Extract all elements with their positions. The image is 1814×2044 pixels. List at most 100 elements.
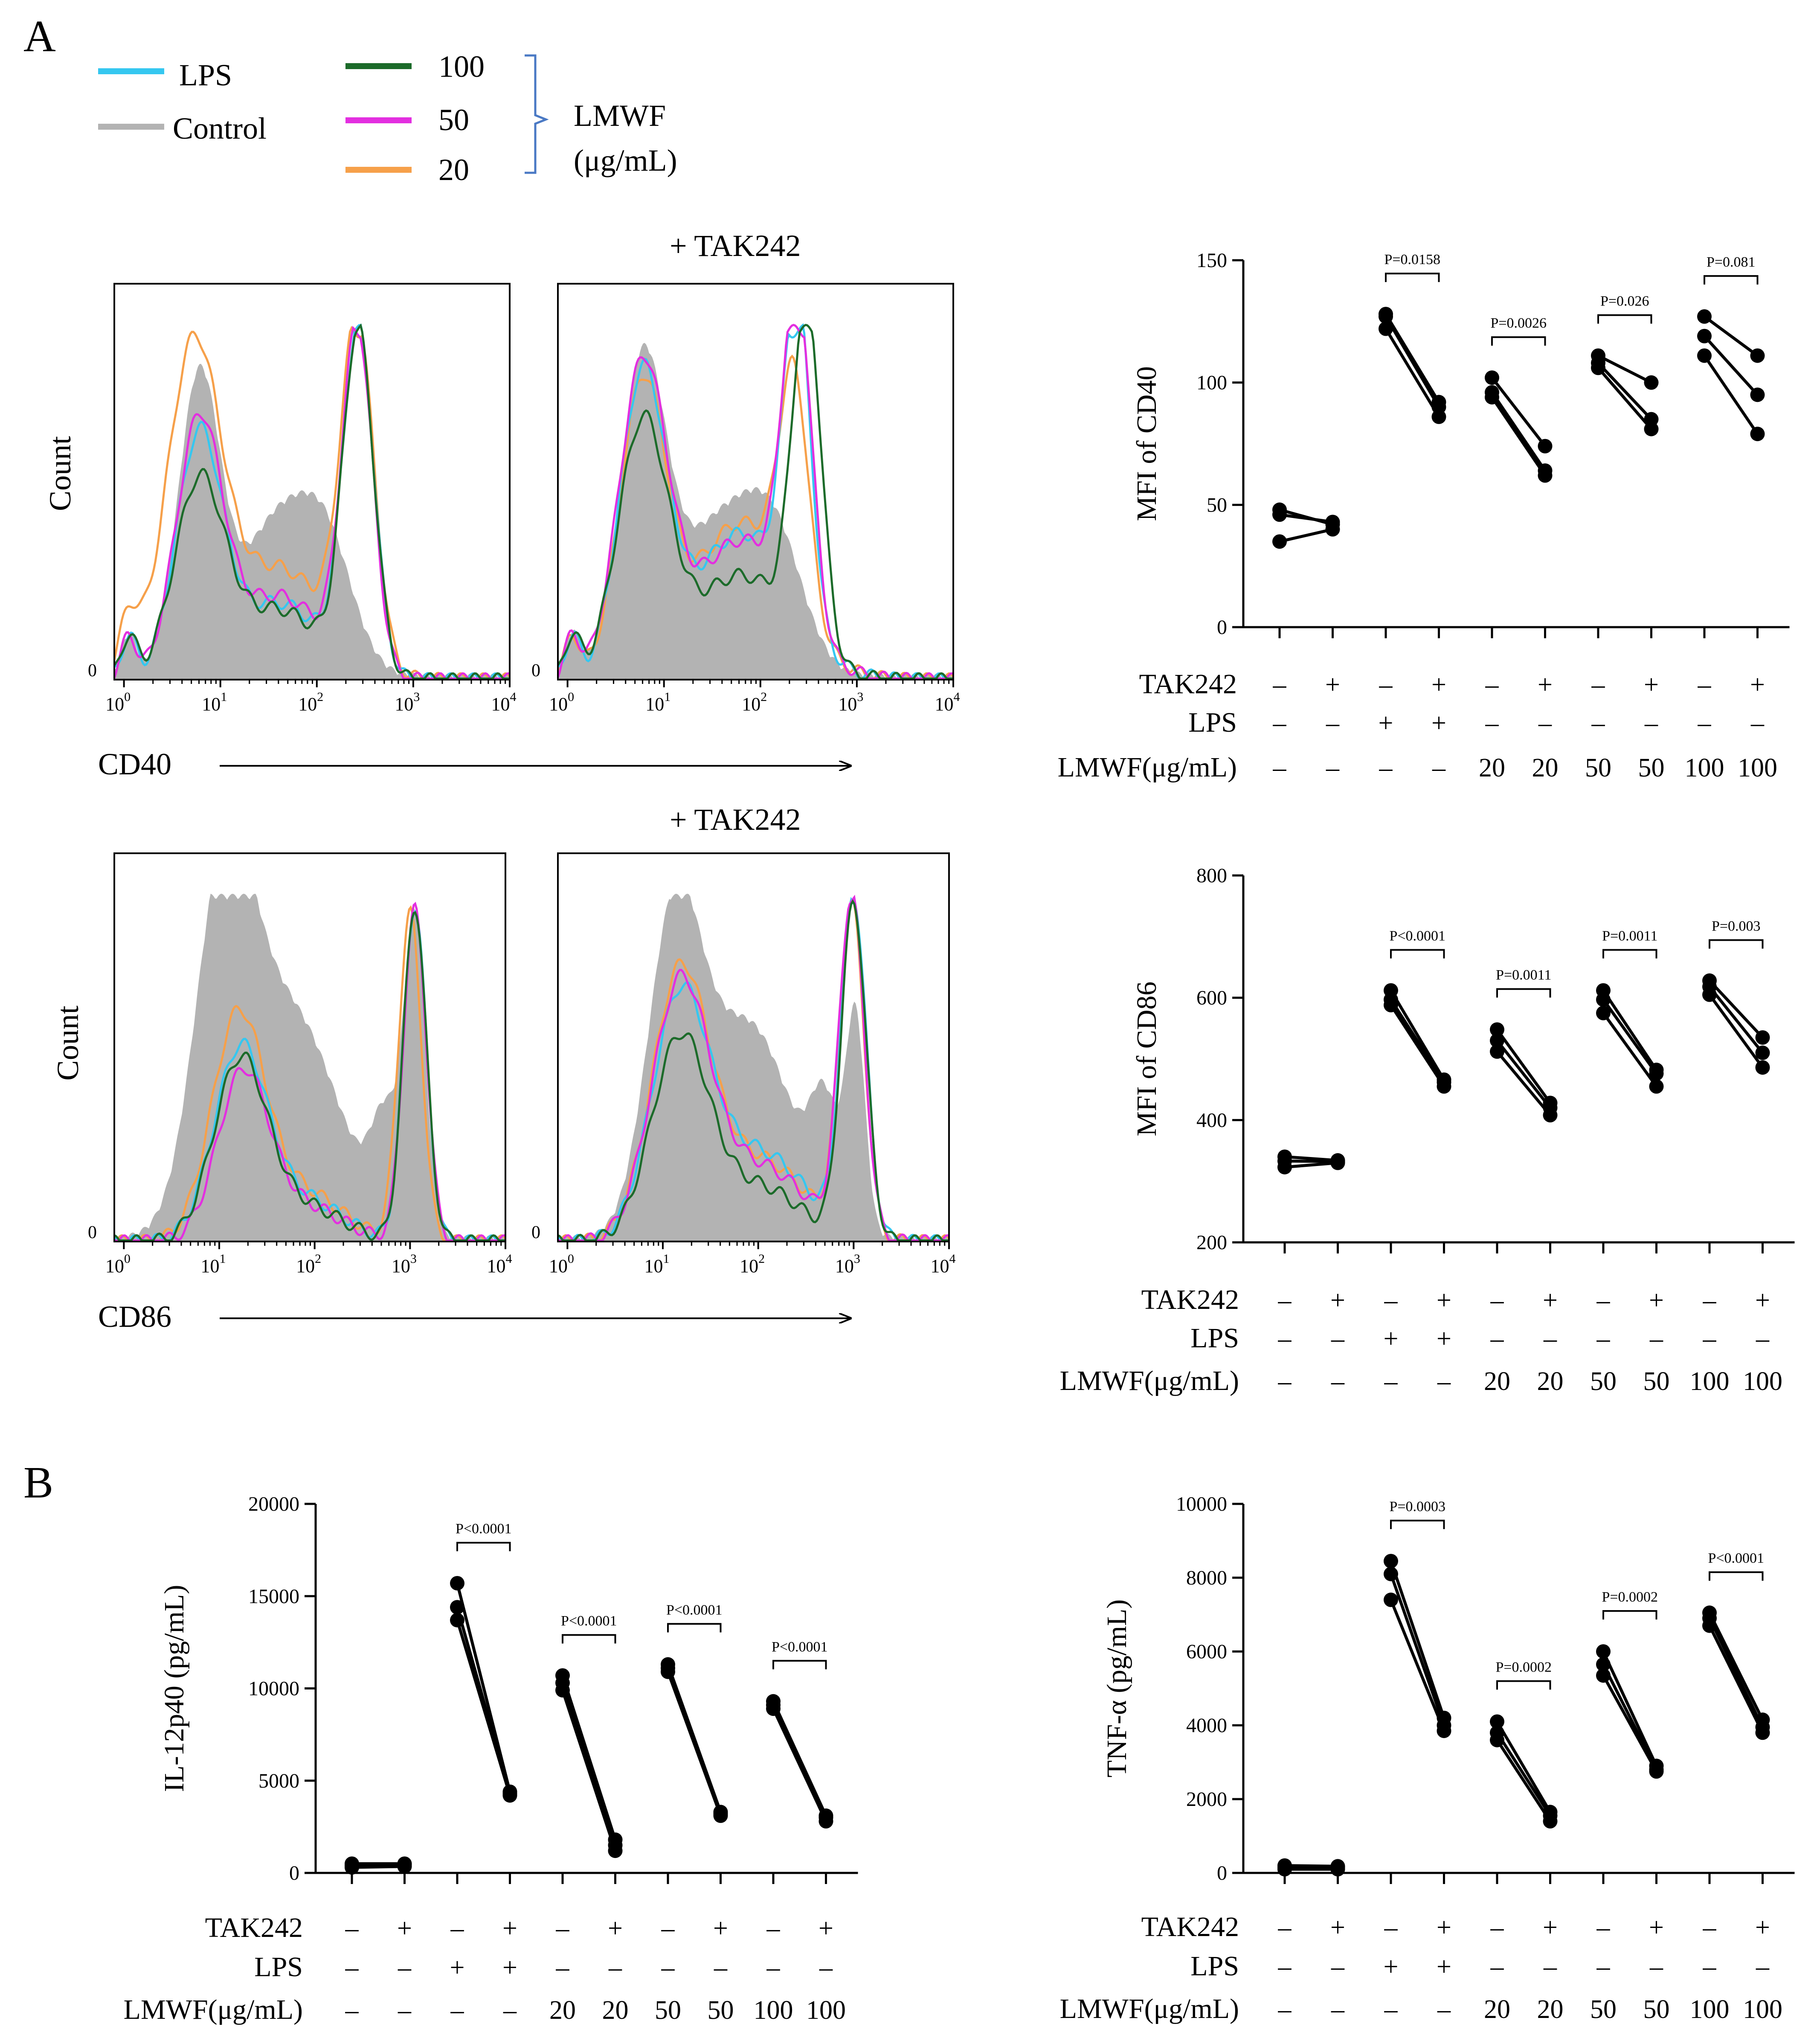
condition-row-label: LPS [254, 1951, 303, 1983]
condition-cell: – [819, 1953, 833, 1982]
chart-mfi-cd40: 0 50 100 150 MFI of CD40 P=0.0158 P=0.0026 P=0.… [1058, 249, 1790, 783]
data-point [1384, 983, 1398, 998]
condition-cell: – [1490, 1952, 1504, 1981]
histogram-tick-label: 101 [202, 690, 227, 715]
pair-line [1708, 980, 1764, 1039]
pair-line [1389, 989, 1445, 1081]
condition-cell: – [345, 1953, 359, 1982]
condition-cell: – [1485, 709, 1499, 738]
data-point [1330, 1859, 1345, 1874]
pair-line [1602, 1663, 1658, 1771]
legend-label-control: Control [173, 111, 267, 145]
histogram-tick-label: 103 [392, 1252, 417, 1276]
condition-cell: – [1490, 1286, 1504, 1315]
pair-line [1708, 1612, 1764, 1721]
condition-cell: + [1538, 670, 1553, 699]
y-tick-label: 4000 [1186, 1714, 1227, 1737]
condition-cell: – [503, 1996, 517, 2025]
condition-cell: 100 [1685, 753, 1724, 782]
histogram-tick-label: 100 [549, 690, 574, 715]
histogram-line-20 [114, 905, 507, 1242]
data-point [1437, 1072, 1451, 1087]
data-point [1490, 1714, 1504, 1729]
condition-cell: 20 [1479, 753, 1505, 782]
condition-row-label: TAK242 [1141, 1911, 1239, 1942]
condition-cell: – [714, 1953, 728, 1982]
histogram-tick-label: 101 [645, 690, 670, 715]
condition-cell: – [1703, 1952, 1717, 1981]
pair-line [1495, 1721, 1552, 1813]
data-point [555, 1668, 570, 1683]
significance-bracket [1390, 1520, 1445, 1529]
p-value-label: P<0.0001 [772, 1639, 828, 1655]
data-point [1596, 1006, 1611, 1021]
data-point [1697, 309, 1712, 324]
histogram-tick-label: 103 [395, 690, 420, 715]
condition-cell: + [1437, 1913, 1451, 1942]
pair-line [772, 1701, 827, 1817]
condition-cell: – [1384, 1286, 1398, 1315]
significance-bracket [1704, 275, 1759, 285]
y-tick-label: 15000 [248, 1585, 299, 1608]
panel-label-b: B [23, 1457, 53, 1507]
condition-cell: – [1485, 670, 1499, 699]
y-tick-label: 150 [1196, 249, 1227, 272]
data-point [1277, 1858, 1292, 1873]
pair-line [1496, 1039, 1552, 1109]
histogram-zero-label: 0 [531, 661, 540, 680]
condition-cell: 20 [549, 1996, 576, 2025]
y-axis-title: IL-12p40 (pg/mL) [159, 1585, 190, 1792]
pair-line [666, 1664, 722, 1813]
condition-row-label: TAK242 [1139, 669, 1237, 700]
pair-line [1491, 391, 1547, 472]
y-tick-label: 800 [1196, 864, 1227, 887]
histogram-tick-label: 100 [549, 1252, 574, 1276]
significance-bracket [772, 1660, 827, 1669]
data-point [1755, 1060, 1770, 1075]
data-point [1325, 517, 1340, 532]
data-point [502, 1784, 517, 1799]
condition-cell: + [1755, 1913, 1770, 1942]
data-point [608, 1832, 623, 1847]
condition-row-label: LMWF(μg/mL) [1060, 1365, 1239, 1396]
pair-line [1708, 1617, 1764, 1728]
condition-cell: + [1644, 670, 1659, 699]
histogram-tick-label: 101 [201, 1252, 226, 1276]
count-label-cd86: Count [51, 1006, 85, 1081]
condition-cell: + [818, 1914, 833, 1943]
histogram-cd86-no-tak242: 0 100 101 102 103 104 [88, 852, 512, 1276]
condition-cell: 100 [1738, 753, 1777, 782]
condition-cell: – [1437, 1367, 1451, 1396]
condition-cell: – [661, 1953, 675, 1982]
data-point [1596, 983, 1611, 998]
significance-bracket [1496, 1680, 1551, 1690]
condition-cell: – [1543, 1952, 1557, 1981]
p-value-label: P=0.0011 [1496, 967, 1551, 983]
condition-cell: – [398, 1996, 412, 2025]
pair-line [1384, 328, 1440, 418]
data-point [1437, 1710, 1451, 1725]
significance-bracket [667, 1623, 722, 1633]
histogram-control-area [114, 893, 505, 1242]
pair-line [1491, 396, 1547, 477]
pair-line [1279, 508, 1333, 526]
condition-cell: – [1278, 1952, 1292, 1981]
pair-line [1496, 1739, 1552, 1822]
condition-cell: – [1649, 1952, 1663, 1981]
y-axis-title: MFI of CD86 [1131, 981, 1162, 1136]
significance-bracket [1602, 949, 1657, 959]
p-value-label: P=0.0158 [1384, 252, 1440, 267]
condition-cell: – [1331, 1995, 1345, 2024]
condition-cell: 100 [1743, 1995, 1782, 2024]
histogram-tick-label: 102 [742, 690, 767, 715]
condition-cell: – [1644, 709, 1658, 738]
condition-cell: + [1431, 709, 1446, 738]
condition-cell: 50 [1638, 753, 1665, 782]
pair-line [1389, 1573, 1445, 1726]
histogram-tick-label: 102 [740, 1252, 765, 1276]
condition-cell: + [1379, 709, 1393, 738]
pair-line [1708, 994, 1764, 1069]
condition-row-label: LMWF(μg/mL) [1060, 1993, 1239, 2024]
pair-line [1284, 1155, 1338, 1162]
y-tick-label: 0 [1217, 1862, 1227, 1884]
